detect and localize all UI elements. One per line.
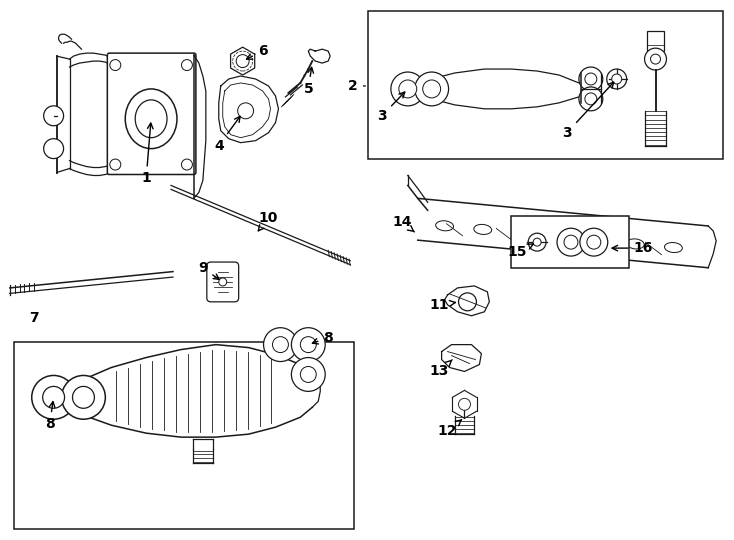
Circle shape: [528, 233, 546, 251]
Ellipse shape: [436, 221, 454, 231]
Bar: [647, 31, 664, 51]
Text: 3: 3: [377, 92, 404, 123]
Circle shape: [32, 375, 76, 419]
Circle shape: [587, 235, 601, 249]
Text: 10: 10: [258, 211, 278, 231]
Circle shape: [564, 235, 578, 249]
Ellipse shape: [588, 235, 606, 245]
Circle shape: [181, 59, 192, 71]
Polygon shape: [308, 49, 330, 63]
Circle shape: [73, 387, 95, 408]
Circle shape: [264, 328, 297, 361]
Ellipse shape: [135, 100, 167, 138]
Bar: [512, 217, 628, 268]
Circle shape: [423, 80, 440, 98]
Circle shape: [459, 293, 476, 311]
Ellipse shape: [126, 89, 177, 148]
Circle shape: [43, 139, 64, 159]
Circle shape: [415, 72, 448, 106]
Ellipse shape: [512, 228, 530, 238]
Circle shape: [272, 336, 288, 353]
Ellipse shape: [550, 232, 568, 242]
Circle shape: [607, 69, 627, 89]
Polygon shape: [219, 76, 278, 143]
Polygon shape: [230, 47, 255, 75]
Circle shape: [579, 67, 603, 91]
Circle shape: [300, 336, 316, 353]
Circle shape: [110, 159, 121, 170]
Polygon shape: [442, 345, 482, 372]
FancyBboxPatch shape: [107, 53, 196, 174]
Text: 8: 8: [313, 330, 333, 345]
Text: 11: 11: [430, 298, 456, 312]
Circle shape: [291, 357, 325, 392]
Circle shape: [585, 73, 597, 85]
Circle shape: [644, 48, 666, 70]
Polygon shape: [445, 286, 490, 316]
Text: 15: 15: [507, 244, 534, 259]
Circle shape: [238, 103, 253, 119]
Circle shape: [399, 80, 417, 98]
Ellipse shape: [626, 239, 644, 249]
Text: 4: 4: [214, 116, 240, 153]
Circle shape: [580, 228, 608, 256]
FancyBboxPatch shape: [207, 262, 239, 302]
Circle shape: [579, 87, 603, 111]
Bar: [14, 342, 354, 529]
Circle shape: [300, 367, 316, 382]
Circle shape: [391, 72, 425, 106]
Circle shape: [233, 51, 252, 71]
Circle shape: [650, 54, 661, 64]
Circle shape: [219, 278, 227, 286]
Ellipse shape: [474, 225, 492, 234]
Circle shape: [533, 238, 541, 246]
Circle shape: [110, 59, 121, 71]
Circle shape: [181, 159, 192, 170]
Text: 6: 6: [247, 44, 267, 59]
Text: 8: 8: [45, 402, 55, 431]
Text: 3: 3: [562, 82, 614, 140]
Text: 5: 5: [303, 68, 313, 96]
Text: 1: 1: [141, 123, 153, 185]
Circle shape: [585, 93, 597, 105]
Text: 2: 2: [349, 79, 366, 93]
Circle shape: [43, 387, 65, 408]
Circle shape: [62, 375, 106, 419]
Circle shape: [611, 74, 622, 84]
Circle shape: [43, 106, 64, 126]
Text: 14: 14: [392, 215, 415, 232]
Text: 7: 7: [29, 310, 39, 325]
Ellipse shape: [664, 242, 683, 253]
Text: 9: 9: [198, 261, 219, 280]
Text: 16: 16: [633, 241, 653, 255]
Circle shape: [236, 55, 249, 68]
Text: 13: 13: [430, 360, 452, 379]
Circle shape: [557, 228, 585, 256]
Bar: [368, 11, 723, 159]
Text: 12: 12: [438, 420, 462, 438]
Circle shape: [459, 399, 470, 410]
Circle shape: [291, 328, 325, 361]
